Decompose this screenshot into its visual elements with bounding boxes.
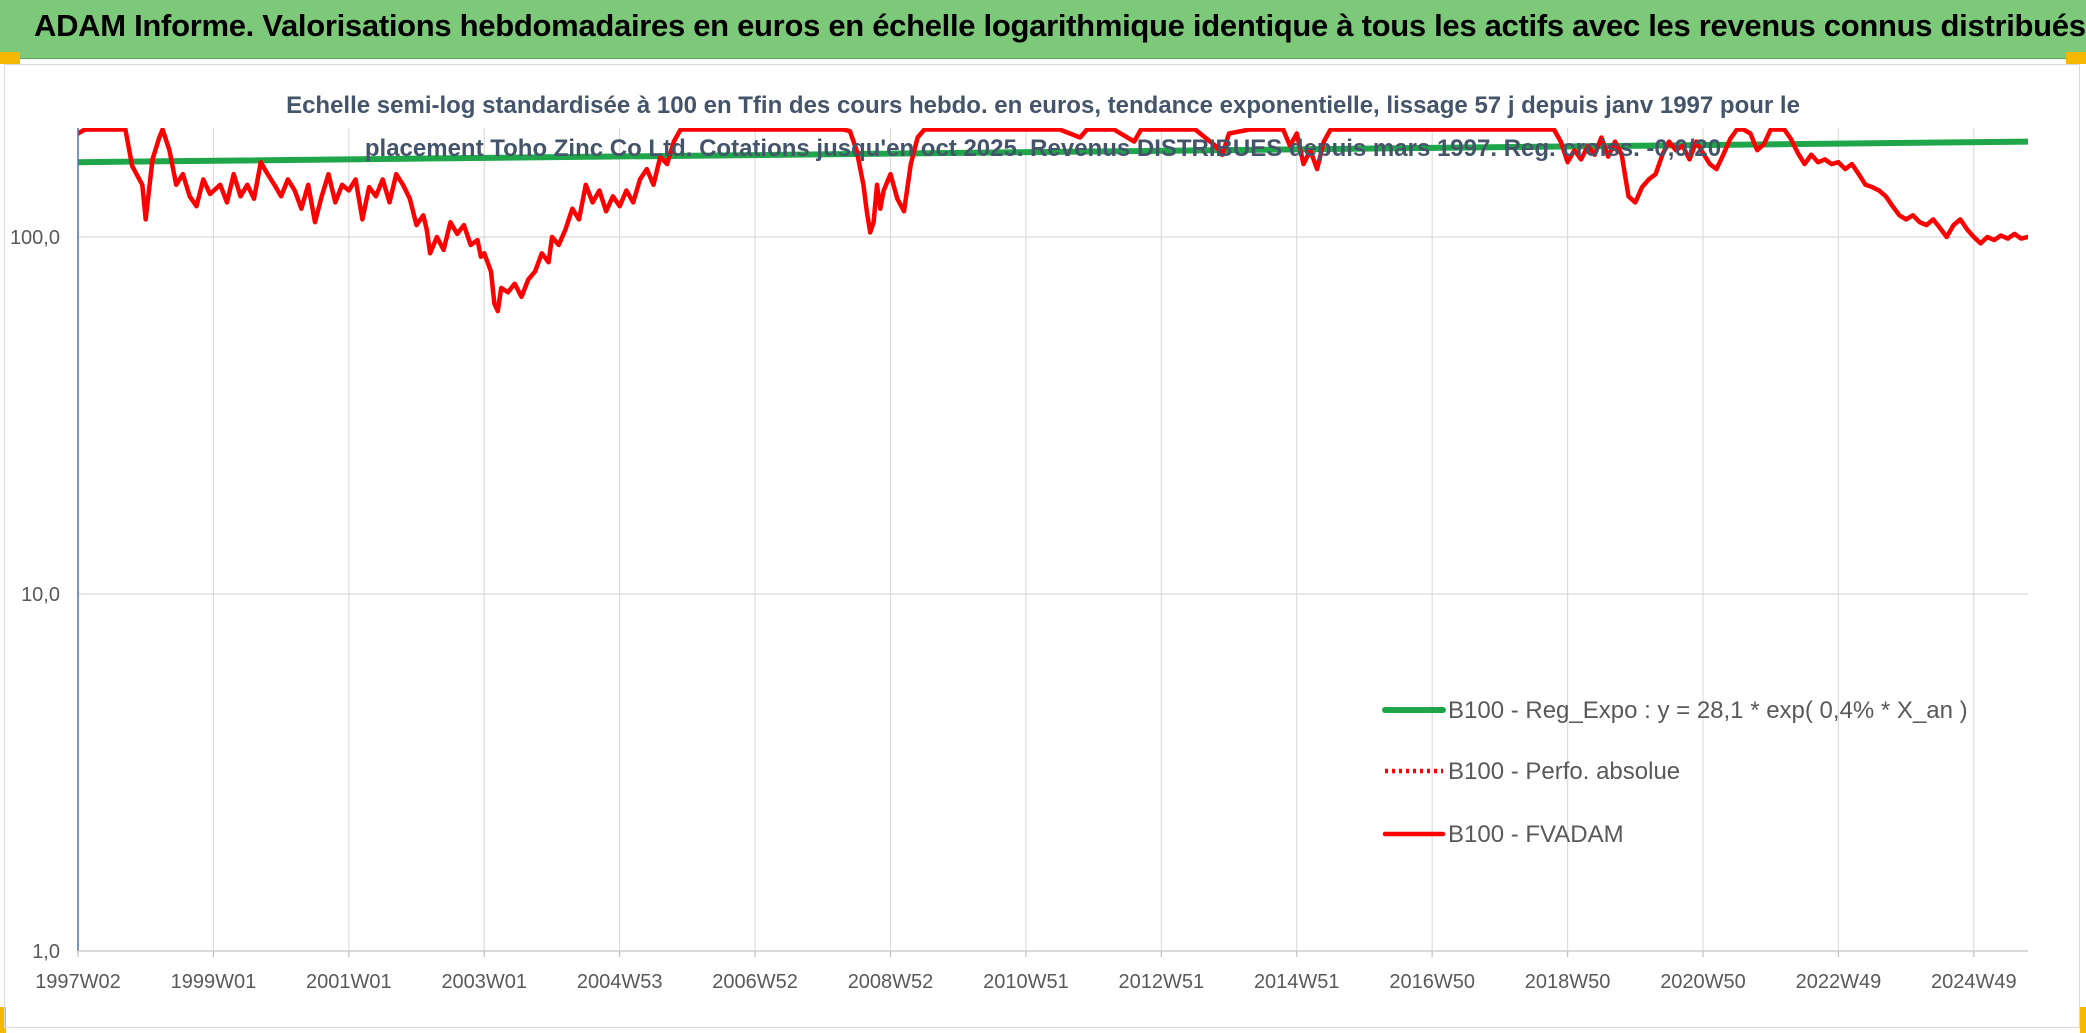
- series-line-fvadam: [78, 128, 2028, 314]
- x-tick-label: 2004W53: [577, 971, 663, 993]
- corner-marker-left: [0, 52, 20, 64]
- chart-legend: B100 - Reg_Expo : y = 28,1 * exp( 0,4% *…: [1382, 697, 1968, 848]
- x-tick-label: 2018W50: [1525, 971, 1611, 993]
- legend-label: B100 - Reg_Expo : y = 28,1 * exp( 0,4% *…: [1448, 697, 1968, 724]
- series-line-reg-expo: [78, 138, 2028, 166]
- legend-label: B100 - Perfo. absolue: [1448, 758, 1680, 785]
- x-axis-tick-labels: 1997W02 1999W01 2001W01 2003W01 2004W53 2006W…: [35, 971, 2016, 993]
- x-tick-label: 2012W51: [1119, 971, 1205, 993]
- y-tick-label: 100,0: [10, 227, 60, 249]
- series-clip-group: [78, 128, 2028, 314]
- y-tick-label: 1,0: [32, 941, 60, 963]
- x-tick-label: 2020W50: [1660, 971, 1746, 993]
- chart-title: Echelle semi-log standardisée à 100 en T…: [286, 92, 1800, 162]
- x-tick-label: 2010W51: [983, 971, 1069, 993]
- chart-frame: [4, 64, 2080, 1028]
- y-tick-label: 10,0: [21, 584, 60, 606]
- x-tick-label: 2008W52: [848, 971, 934, 993]
- corner-marker-bottom-right: [2080, 1007, 2086, 1033]
- x-tick-label: 2003W01: [441, 971, 527, 993]
- x-tick-label: 1997W02: [35, 971, 121, 993]
- series-layer: [78, 128, 2028, 314]
- chart-title-line: Echelle semi-log standardisée à 100 en T…: [286, 92, 1800, 119]
- x-tick-label: 2001W01: [306, 971, 392, 993]
- x-tick-label: 2022W49: [1796, 971, 1882, 993]
- x-tick-label: 2024W49: [1931, 971, 2017, 993]
- chart-title-line: placement Toho Zinc Co Ltd. Cotations ju…: [365, 135, 1721, 162]
- report-title: ADAM Informe. Valorisations hebdomadaire…: [34, 8, 2086, 43]
- legend-label: B100 - FVADAM: [1448, 821, 1624, 848]
- x-tick-label: 2014W51: [1254, 971, 1340, 993]
- y-axis-tick-labels: 1,0 10,0 100,0: [10, 227, 60, 963]
- x-tick-label: 2006W52: [712, 971, 798, 993]
- report-header-bar: ADAM Informe. Valorisations hebdomadaire…: [0, 0, 2086, 59]
- vertical-gridlines: [77, 128, 1975, 957]
- corner-marker-right: [2066, 52, 2086, 64]
- x-tick-label: 2016W50: [1389, 971, 1475, 993]
- horizontal-gridlines: [78, 236, 2028, 952]
- x-tick-label: 1999W01: [171, 971, 257, 993]
- corner-marker-bottom-left: [0, 1007, 6, 1033]
